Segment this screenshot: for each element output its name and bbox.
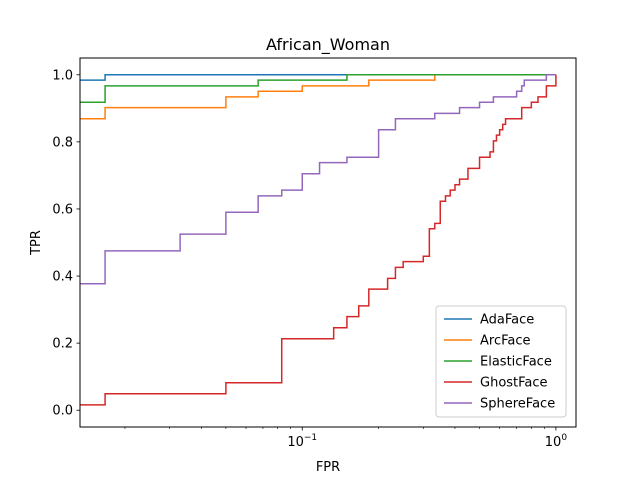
- legend-entry-label: AdaFace: [480, 313, 534, 328]
- series-line-ghostface: [80, 74, 557, 406]
- series-line-adaface: [80, 74, 556, 81]
- series-line-sphereface: [80, 74, 556, 285]
- legend-entry-label: ArcFace: [480, 334, 531, 349]
- y-tick-label: 0.0: [52, 404, 73, 419]
- legend-entry-label: GhostFace: [480, 376, 548, 391]
- x-tick-label: 10−1: [287, 433, 317, 450]
- x-tick-label: 100: [545, 433, 568, 450]
- legend: AdaFace ArcFace ElasticFace GhostFace Sphere…: [435, 305, 567, 418]
- y-tick-label: 0.8: [52, 135, 73, 150]
- y-axis-label: TPR: [29, 230, 44, 256]
- legend-entry-label: ElasticFace: [480, 355, 552, 370]
- legend-box: [435, 305, 567, 418]
- legend-entry-label: SphereFace: [480, 397, 555, 412]
- plot-frame: [79, 57, 577, 428]
- series-line-arcface: [80, 74, 556, 120]
- series-layer: [80, 74, 557, 406]
- y-tick-label: 1.0: [52, 68, 73, 83]
- ticks-layer: 0.0 0.2 0.4 0.6 0.8 1.0 10−1 100: [52, 68, 567, 450]
- x-axis-label: FPR: [316, 460, 340, 475]
- y-tick-label: 0.6: [52, 202, 73, 217]
- chart-title: African_Woman: [266, 35, 390, 55]
- y-tick-label: 0.4: [52, 270, 73, 285]
- series-line-elasticface: [80, 74, 556, 104]
- y-tick-label: 0.2: [52, 337, 73, 352]
